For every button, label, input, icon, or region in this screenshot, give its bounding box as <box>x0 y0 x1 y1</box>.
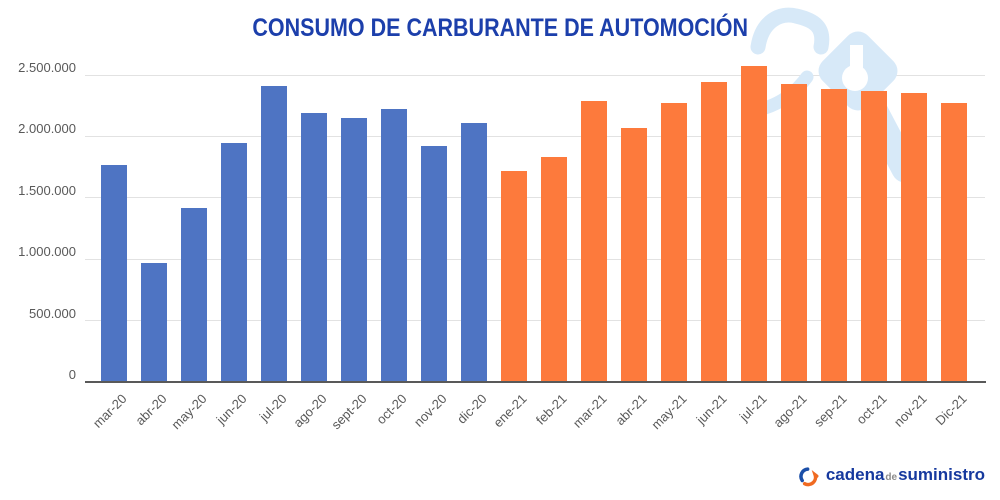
bar-mar-20 <box>101 165 127 382</box>
bar-oct-21 <box>861 91 887 382</box>
bar-ago-20 <box>301 113 327 382</box>
x-axis-line <box>85 381 986 383</box>
y-tick-label: 0 <box>68 367 76 382</box>
bar-jun-21 <box>701 82 727 382</box>
gridline <box>85 320 985 322</box>
logo-word-de: de <box>885 472 898 483</box>
bar-jul-20 <box>261 86 287 382</box>
gridline <box>85 197 985 199</box>
bar-may-21 <box>661 103 687 382</box>
bar-nov-20 <box>421 146 447 382</box>
bars-layer <box>85 66 985 382</box>
cadenadesuministro-logo[interactable]: cadenadesuministro <box>798 465 985 488</box>
bar-jul-21 <box>741 66 767 382</box>
y-tick-label: 500.000 <box>29 305 76 321</box>
gridline <box>85 258 985 260</box>
bar-sept-20 <box>341 118 367 382</box>
bar-may-20 <box>181 208 207 382</box>
gridline <box>85 135 985 137</box>
logo-word-suministro: suministro <box>898 465 985 484</box>
bar-sep-21 <box>821 89 847 382</box>
y-tick-label: 1.500.000 <box>18 182 76 198</box>
bar-nov-21 <box>901 93 927 382</box>
y-tick-label: 2.000.000 <box>18 121 76 137</box>
logo-text: cadenadesuministro <box>826 465 985 488</box>
gridline <box>85 74 985 76</box>
bar-jun-20 <box>221 143 247 382</box>
chart-title: CONSUMO DE CARBURANTE DE AUTOMOCIÓN <box>0 14 1000 43</box>
bar-ago-21 <box>781 84 807 382</box>
bar-abr-21 <box>621 128 647 382</box>
chart-title-text: CONSUMO DE CARBURANTE DE AUTOMOCIÓN <box>252 14 748 42</box>
bar-feb-21 <box>541 157 567 382</box>
bar-oct-20 <box>381 109 407 382</box>
bar-abr-20 <box>141 263 167 382</box>
bar-mar-21 <box>581 101 607 382</box>
y-tick-label: 1.000.000 <box>18 244 76 260</box>
cadena-swirl-icon <box>799 467 819 487</box>
bar-Dic-21 <box>941 103 967 382</box>
plot-area <box>85 74 985 382</box>
logo-word-cadena: cadena <box>825 465 885 484</box>
bar-ene-21 <box>501 171 527 382</box>
bar-dic-20 <box>461 123 487 382</box>
y-tick-label: 2.500.000 <box>18 60 76 75</box>
